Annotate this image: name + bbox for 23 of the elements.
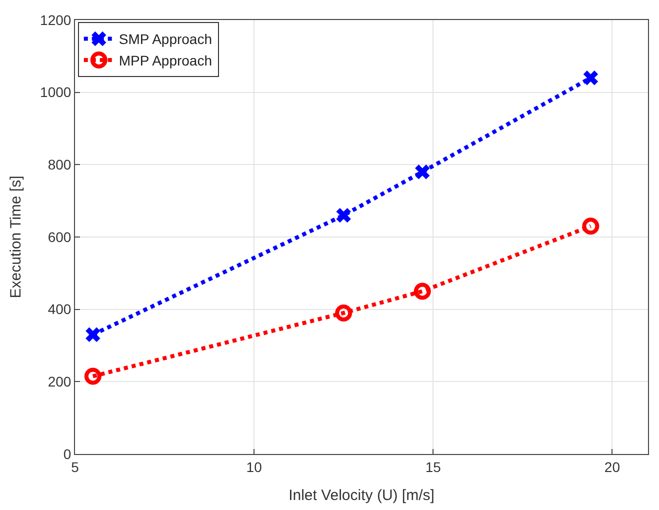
y-tick-label: 200 [48, 374, 72, 390]
y-tick-label: 800 [48, 156, 72, 173]
y-tick-label: 0 [63, 446, 72, 462]
x-tick-label: 5 [71, 458, 80, 475]
legend-label: MPP Approach [118, 52, 212, 68]
x-tick-label: 15 [425, 458, 442, 475]
y-tick-label: 600 [48, 228, 72, 245]
x-axis-title: Inlet Velocity (U) [m/s] [288, 486, 434, 504]
y-axis-title: Execution Time [s] [7, 176, 24, 298]
y-tick-label: 1200 [40, 12, 72, 28]
point [336, 208, 351, 223]
x-tick-label: 10 [246, 458, 262, 475]
y-tick-label: 400 [48, 301, 72, 318]
point [415, 164, 430, 180]
legend-label: SMP Approach [118, 31, 212, 48]
point [335, 304, 352, 322]
y-tick-label: 1000 [40, 84, 72, 100]
point [582, 218, 600, 235]
point [86, 327, 100, 342]
point [84, 368, 102, 385]
point [583, 70, 598, 86]
point [414, 282, 431, 300]
x-tick-label: 20 [604, 458, 620, 475]
